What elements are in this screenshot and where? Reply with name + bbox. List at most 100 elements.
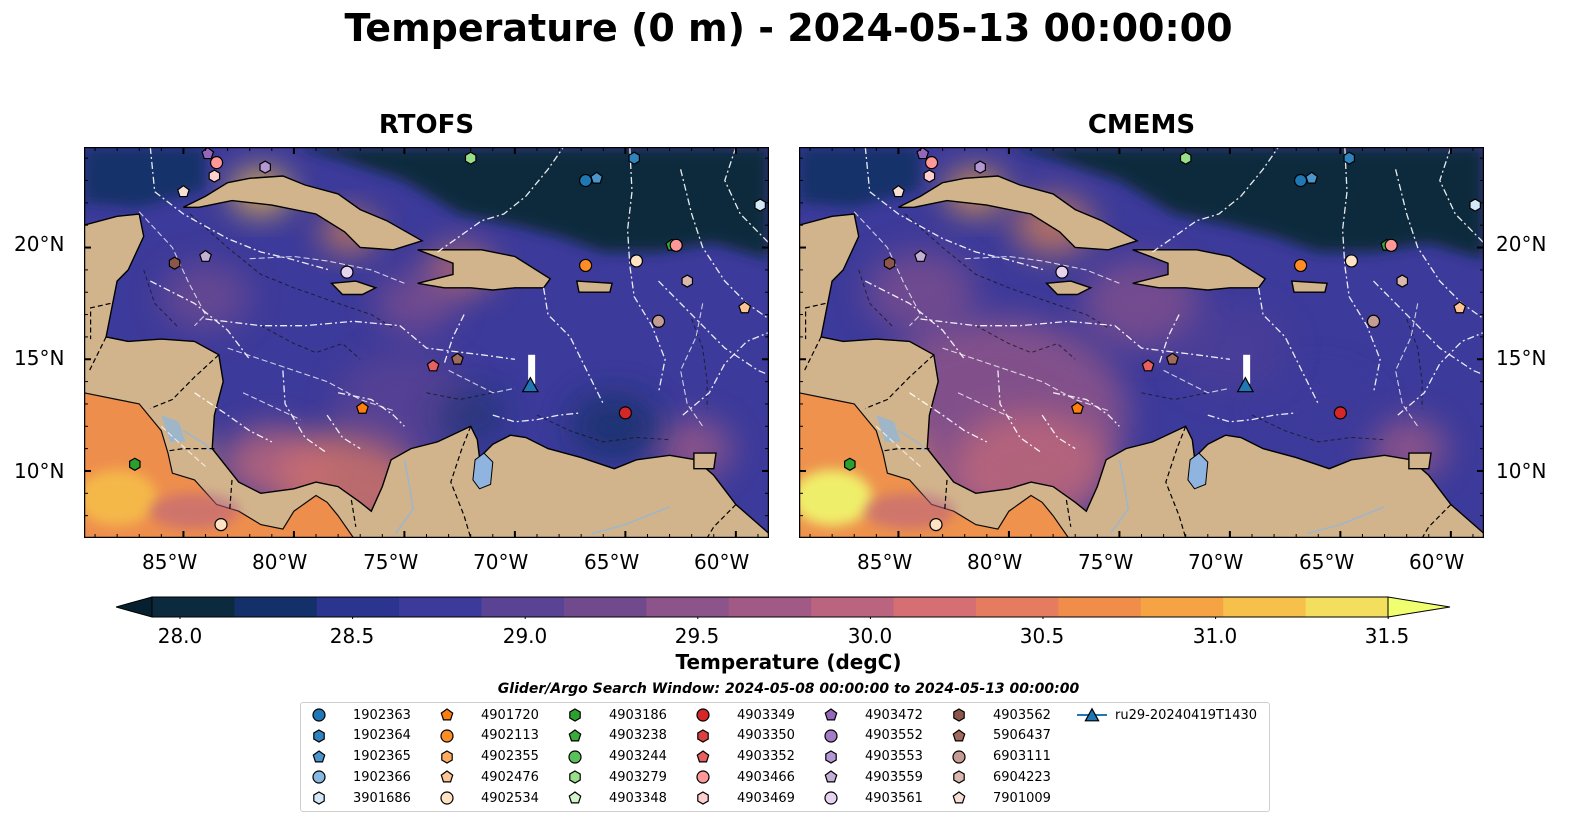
- circle-marker-icon: [952, 749, 966, 764]
- legend-label: 4903348: [609, 790, 667, 806]
- float-marker-4903559: [914, 249, 927, 262]
- legend-label: 4903552: [865, 728, 923, 744]
- pentagon-icon: [440, 708, 454, 721]
- eez-boundary-10: [682, 331, 769, 416]
- pentagon-marker-icon: [312, 749, 326, 763]
- float-marker-4903559: [199, 249, 212, 262]
- float-marker-4903352: [1141, 359, 1155, 372]
- region-boundary-2: [227, 347, 394, 412]
- colorbar-label: Temperature (degC): [675, 650, 902, 674]
- float-marker-4903466: [209, 156, 224, 170]
- legend-label: 4903238: [609, 728, 667, 744]
- float-marker-4903466: [669, 238, 683, 252]
- legend-item-4901720: 4901720: [437, 706, 539, 724]
- legend: 1902363 1902364 1902365 1902366 3901686 49017…: [300, 702, 1270, 812]
- eez-boundary-7: [626, 147, 666, 393]
- float-marker-1902365: [590, 171, 604, 184]
- hexagon-icon: [313, 729, 325, 743]
- sst-anomaly-10: [1169, 303, 1290, 394]
- float-marker-4903349: [618, 406, 632, 420]
- legend-label: 1902363: [353, 707, 411, 723]
- pentagon-marker-icon: [824, 770, 838, 783]
- sst-anomaly-11: [435, 388, 506, 442]
- float-marker-4903349: [1333, 406, 1347, 420]
- river-1: [1306, 505, 1385, 535]
- legend-item-4902113: 4902113: [437, 727, 539, 745]
- legend-label: 4903469: [737, 790, 795, 806]
- hexagon-icon: [825, 749, 837, 764]
- pentagon-marker-icon: [568, 791, 582, 804]
- legend-item-ru29-20240419T1430: ru29-20240419T1430: [1077, 706, 1257, 724]
- float-marker-4903561: [340, 265, 354, 279]
- hexagon-icon: [441, 749, 453, 764]
- lon-tick-cmems-65w: 65°W: [1299, 550, 1355, 574]
- legend-item-6903111: 6903111: [949, 748, 1051, 766]
- eez-boundary-1: [865, 280, 966, 360]
- colorbar-extend-max: [1387, 596, 1451, 618]
- float-marker-4901720: [356, 401, 369, 414]
- colorbar-bin-13: [1223, 597, 1307, 617]
- float-marker-1902365: [1305, 171, 1319, 184]
- hexagon-marker-icon: [825, 749, 837, 764]
- map-panel-rtofs[interactable]: [84, 147, 769, 538]
- legend-label: 1902365: [353, 749, 411, 765]
- legend-label: 4903349: [737, 707, 795, 723]
- legend-label: 4902355: [481, 749, 539, 765]
- circle-icon: [824, 791, 838, 805]
- depth-contour-2: [1141, 392, 1208, 401]
- colorbar-tick-28-0: 28.0: [157, 624, 203, 648]
- depth-contour-2: [426, 392, 493, 401]
- lake-nicaragua: [876, 415, 901, 442]
- depth-contour-5: [858, 269, 895, 329]
- hexagon-marker-icon: [697, 729, 709, 743]
- pentagon-marker-icon: [824, 708, 838, 721]
- float-marker-4902476: [738, 301, 752, 314]
- lat-tick-right-15n: 15°N: [1496, 346, 1547, 370]
- country-border-6: [805, 302, 826, 340]
- float-marker-6904223: [681, 274, 694, 288]
- eez-boundary-13: [1041, 414, 1076, 450]
- circle-marker-icon: [440, 791, 454, 805]
- hexagon-icon: [313, 791, 325, 805]
- eez-boundary-9: [658, 280, 769, 376]
- colorbar-bin-2: [316, 597, 400, 617]
- legend-label: 4903561: [865, 790, 923, 806]
- lon-tick-cmems-60w: 60°W: [1409, 550, 1465, 574]
- circle-marker-icon: [696, 708, 710, 722]
- hexagon-marker-icon: [313, 791, 325, 805]
- pentagon-icon: [824, 708, 838, 721]
- float-marker-4903186: [844, 457, 856, 471]
- depth-contour-5: [143, 269, 180, 329]
- hexagon-marker-icon: [697, 791, 709, 805]
- legend-label: 6903111: [993, 749, 1051, 765]
- float-marker-4903472: [916, 147, 930, 160]
- land-hisp: [417, 249, 552, 291]
- colorbar-tick-31-0: 31.0: [1192, 624, 1238, 648]
- country-border-5: [1421, 504, 1452, 538]
- legend-label: 7901009: [993, 790, 1051, 806]
- land-pr: [1290, 280, 1328, 293]
- float-marker-4903466: [924, 156, 939, 170]
- float-marker-7901009: [892, 184, 905, 198]
- legend-label: 4903186: [609, 707, 667, 723]
- map-panel-cmems[interactable]: [799, 147, 1484, 538]
- lat-tick-right-20n: 20°N: [1496, 232, 1547, 256]
- colorbar-bin-11: [1058, 597, 1142, 617]
- legend-item-4903469: 4903469: [693, 789, 795, 807]
- legend-label: 4903350: [737, 728, 795, 744]
- legend-item-1902364: 1902364: [309, 727, 411, 745]
- colorbar-bin-9: [893, 597, 977, 617]
- colorbar-tick-30-5: 30.5: [1019, 624, 1065, 648]
- lon-tick-cmems-70w: 70°W: [1188, 550, 1244, 574]
- legend-item-7901009: 7901009: [949, 789, 1051, 807]
- circle-marker-icon: [696, 770, 710, 784]
- country-border-0: [150, 354, 220, 409]
- eez-boundary-0: [864, 147, 1045, 271]
- eez-boundary-6: [1257, 287, 1319, 405]
- colorbar-bin-0: [152, 597, 235, 617]
- depth-contour-0: [904, 213, 1109, 329]
- country-border-3: [350, 499, 357, 527]
- search-window-label: Glider/Argo Search Window: 2024-05-08 00…: [497, 681, 1080, 697]
- hexagon-marker-icon: [953, 708, 965, 722]
- country-border-7: [802, 336, 822, 373]
